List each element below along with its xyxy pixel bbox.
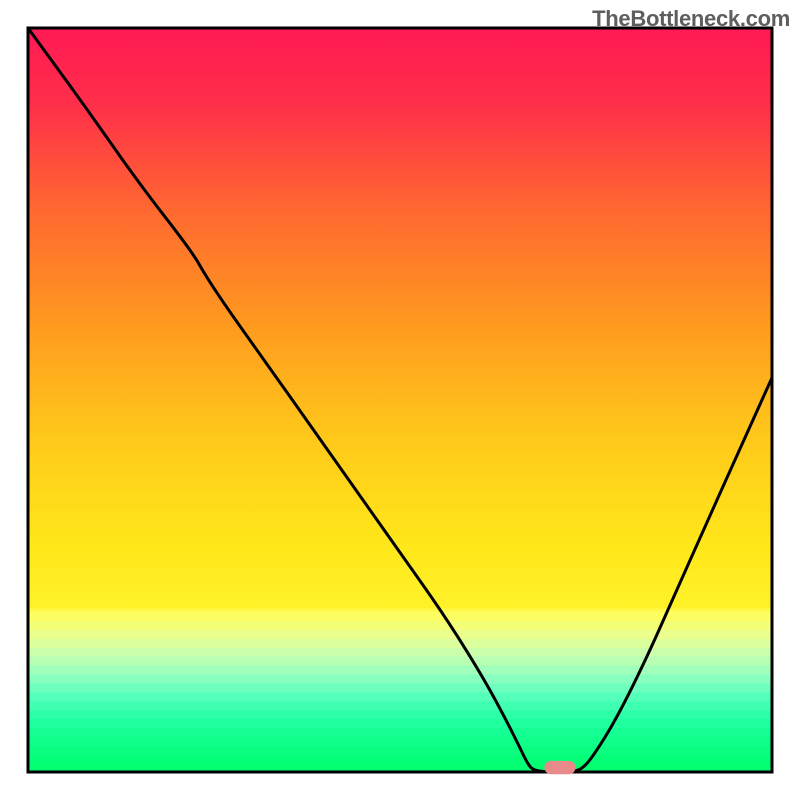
plot-background [28,28,772,772]
bottleneck-chart [0,0,800,800]
watermark-text: TheBottleneck.com [592,6,790,32]
optimal-marker [544,761,575,774]
